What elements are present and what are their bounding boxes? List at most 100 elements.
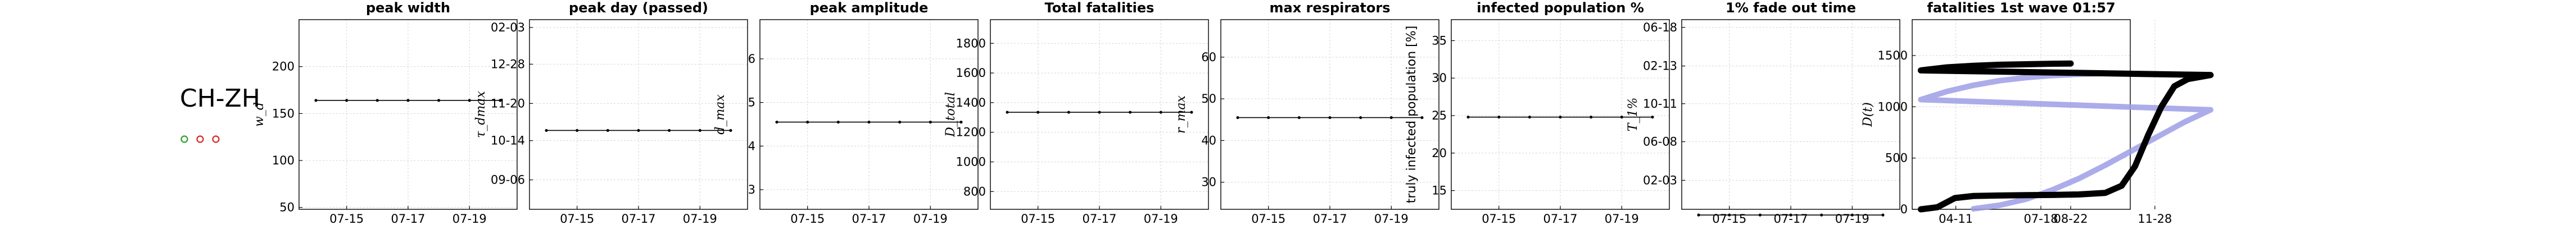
y-tick-label: 1800 — [956, 36, 986, 50]
chart-title: 1% fade out time — [1726, 0, 1856, 16]
data-point — [1728, 213, 1731, 217]
chart-panel: 1% fade out time 02-03 06-08 10-11 02-13 06-1… — [1626, 0, 1900, 226]
data-point — [1067, 111, 1070, 114]
chart-panel: max respirators 30 40 50 60 07-15 07-17 07-19 r_… — [1174, 0, 1439, 226]
y-tick-label: 02-03 — [1643, 173, 1677, 187]
data-point — [1620, 116, 1623, 119]
y-tick-label: 30 — [1432, 71, 1447, 85]
data-point — [1098, 111, 1101, 114]
data-point — [1651, 116, 1654, 119]
y-axis-label: truly infected population [%] — [1405, 26, 1419, 203]
data-point — [468, 99, 471, 102]
data-point — [668, 129, 671, 132]
y-axis-label: d_max — [713, 94, 727, 135]
x-tick-label: 07-15 — [1021, 212, 1055, 226]
x-tick-label: 07-19 — [452, 212, 487, 226]
chart-title: Total fatalities — [1045, 0, 1155, 16]
y-tick-label: 40 — [1201, 134, 1216, 147]
data-point — [1590, 116, 1593, 119]
x-tick-label: 07-19 — [1374, 212, 1409, 226]
data-point — [775, 120, 778, 124]
y-tick-label: 35 — [1432, 34, 1447, 47]
x-tick-label: 07-17 — [391, 212, 425, 226]
chart-panel: peak width 50 100 150 200 07-15 07-17 07-19 w_d — [252, 0, 518, 226]
data-point — [576, 129, 579, 132]
y-tick-label: 50 — [279, 201, 295, 214]
data-point — [1159, 111, 1162, 114]
y-tick-label: 1400 — [956, 96, 986, 109]
y-tick-label: 11-20 — [491, 97, 525, 110]
chart-title: infected population % — [1477, 0, 1644, 16]
chart-title: peak day (passed) — [569, 0, 708, 16]
data-point — [1820, 213, 1823, 217]
x-tick-label: 07-19 — [913, 212, 948, 226]
y-tick-label: 06-18 — [1643, 21, 1677, 34]
x-tick-label: 07-15 — [560, 212, 594, 226]
y-tick-label: 1000 — [956, 155, 986, 169]
data-point — [1850, 213, 1854, 217]
data-point — [499, 99, 502, 102]
y-axis-label: τ_dmax — [474, 91, 488, 138]
y-tick-label: 4 — [748, 139, 755, 153]
y-tick-label: 800 — [963, 185, 986, 198]
data-point — [1006, 111, 1009, 114]
data-point — [437, 99, 441, 102]
y-tick-label: 02-03 — [491, 21, 525, 34]
x-tick-label: 07-17 — [852, 212, 886, 226]
data-point — [1129, 111, 1132, 114]
x-tick-label: 08-22 — [2053, 212, 2088, 226]
data-point — [1267, 116, 1270, 120]
data-point — [1036, 111, 1040, 114]
chart-title: max respirators — [1270, 0, 1391, 16]
data-point — [1497, 116, 1501, 119]
status-marker — [212, 135, 220, 143]
data-point — [606, 129, 609, 132]
chart-panel: peak day (passed) 09-06 10-14 11-20 12-28 02-… — [474, 0, 748, 226]
data-point — [1466, 116, 1470, 119]
data-point — [375, 99, 379, 102]
x-tick-label: 07-17 — [1312, 212, 1347, 226]
status-marker — [180, 135, 188, 143]
x-tick-label: 04-11 — [1939, 212, 1973, 226]
x-tick-label: 07-15 — [329, 212, 364, 226]
y-tick-label: 10-14 — [491, 134, 525, 148]
x-tick-label: 07-19 — [683, 212, 717, 226]
y-tick-label: 09-06 — [491, 173, 525, 187]
data-point — [1359, 116, 1362, 120]
data-point — [959, 120, 963, 124]
data-point — [406, 99, 410, 102]
y-tick-label: 100 — [272, 154, 295, 167]
axes-frame — [1912, 19, 2131, 210]
status-marker — [196, 135, 204, 143]
data-point — [1389, 116, 1393, 120]
data-point — [1236, 116, 1239, 120]
status-markers — [180, 135, 220, 143]
chart-panel: fatalities 1st wave 01:57 0 500 1000 1500 07-… — [1861, 0, 2214, 226]
y-tick-label: 0 — [1900, 203, 1908, 216]
y-tick-label: 1500 — [1878, 49, 1908, 62]
y-tick-label: 3 — [748, 183, 755, 196]
series-line — [1918, 70, 2213, 212]
x-tick-label: 07-19 — [1144, 212, 1178, 226]
data-point — [898, 120, 902, 124]
data-point — [836, 120, 840, 124]
y-tick-label: 200 — [272, 60, 295, 74]
y-axis-label: D(t) — [1861, 102, 1875, 127]
data-point — [1881, 213, 1885, 217]
data-point — [1528, 116, 1531, 119]
series-line — [1917, 60, 2214, 213]
x-tick-label: 07-17 — [621, 212, 655, 226]
y-tick-label: 12-28 — [491, 57, 525, 71]
data-point — [314, 99, 318, 102]
data-point — [806, 120, 809, 124]
data-point — [867, 120, 871, 124]
y-tick-label: 20 — [1432, 146, 1447, 160]
y-tick-label: 60 — [1201, 51, 1216, 64]
data-point — [698, 129, 701, 132]
data-point — [1789, 213, 1792, 217]
data-point — [929, 120, 932, 124]
data-point — [1758, 213, 1762, 217]
data-point — [1420, 116, 1424, 120]
data-point — [729, 129, 732, 132]
